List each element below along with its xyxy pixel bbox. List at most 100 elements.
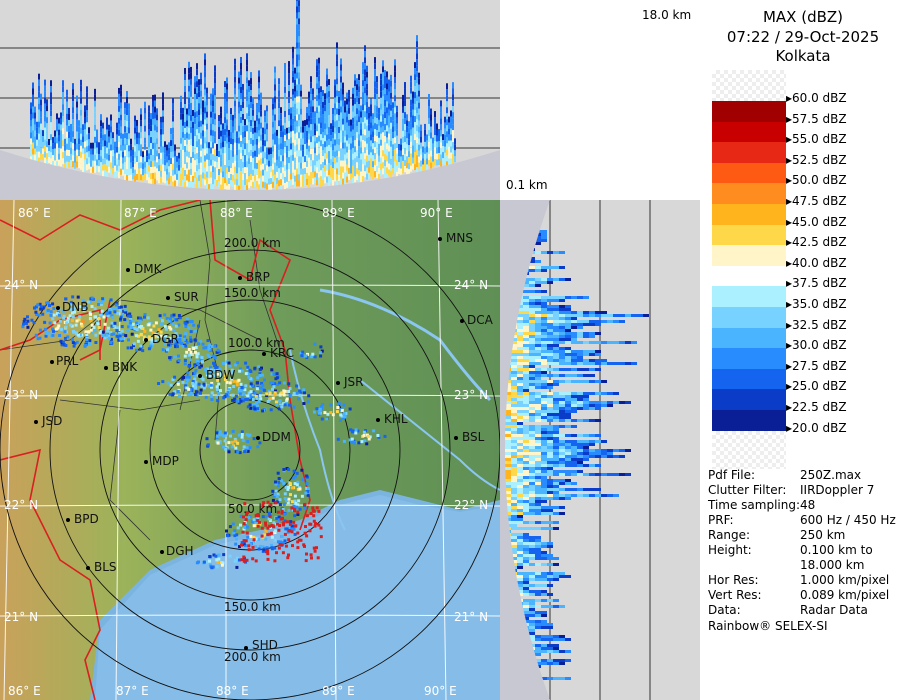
profile-echo <box>322 108 324 115</box>
profile-echo <box>352 159 354 166</box>
radar-echo <box>238 387 242 391</box>
profile-echo <box>358 134 360 141</box>
radar-echo <box>298 389 302 393</box>
profile-echo <box>547 494 553 497</box>
profile-echo <box>380 91 382 98</box>
profile-echo <box>386 107 388 114</box>
profile-echo <box>170 152 172 159</box>
profile-echo <box>505 443 511 446</box>
profile-echo <box>394 107 396 114</box>
profile-echo <box>438 152 440 159</box>
profile-echo <box>244 173 246 180</box>
radar-echo <box>275 376 279 380</box>
profile-echo <box>50 158 52 165</box>
profile-echo <box>422 152 424 159</box>
profile-echo <box>384 142 386 149</box>
profile-echo <box>396 123 398 130</box>
profile-echo <box>529 638 535 641</box>
radar-echo <box>119 317 123 321</box>
profile-echo <box>298 78 300 85</box>
profile-echo <box>138 162 140 169</box>
radar-map[interactable]: 86° E 87° E 88° E 89° E 90° E 86° E 87° … <box>0 200 500 700</box>
profile-echo <box>280 137 282 144</box>
profile-echo <box>444 122 446 129</box>
profile-echo <box>340 106 342 113</box>
radar-echo <box>113 321 117 325</box>
profile-echo <box>517 542 523 545</box>
profile-echo <box>244 143 246 150</box>
profile-echo <box>535 620 541 623</box>
profile-echo <box>535 266 541 269</box>
radar-echo <box>200 384 204 388</box>
profile-echo <box>96 165 98 172</box>
profile-echo <box>288 121 290 128</box>
profile-echo <box>408 127 410 134</box>
profile-echo <box>529 536 535 539</box>
profile-echo <box>523 299 529 302</box>
profile-echo <box>523 575 529 578</box>
profile-echo <box>541 278 547 281</box>
profile-echo <box>607 455 613 458</box>
profile-echo <box>452 148 454 155</box>
profile-echo <box>505 494 511 497</box>
profile-echo <box>547 326 553 329</box>
radar-echo <box>128 318 132 322</box>
profile-echo <box>436 147 438 154</box>
profile-echo <box>601 404 607 407</box>
profile-echo <box>94 142 96 149</box>
profile-echo <box>218 133 220 140</box>
profile-echo <box>36 151 38 158</box>
profile-echo <box>565 416 571 419</box>
profile-echo <box>44 115 46 122</box>
profile-echo <box>553 311 559 314</box>
profile-echo <box>46 147 48 154</box>
profile-echo <box>577 398 583 401</box>
profile-echo <box>170 134 172 141</box>
profile-echo <box>156 132 158 139</box>
profile-echo <box>511 485 517 488</box>
profile-echo <box>140 132 142 139</box>
profile-echo <box>571 350 577 353</box>
profile-echo <box>366 173 368 180</box>
profile-echo <box>80 97 82 104</box>
profile-echo <box>252 151 254 158</box>
profile-echo <box>170 146 172 153</box>
profile-echo <box>360 129 362 136</box>
profile-echo <box>523 350 529 353</box>
profile-echo <box>308 151 310 158</box>
profile-echo <box>559 650 565 653</box>
radar-echo <box>222 361 225 365</box>
profile-echo <box>302 162 304 169</box>
profile-echo <box>541 464 547 467</box>
profile-echo <box>336 78 338 85</box>
profile-echo <box>328 157 330 164</box>
map-canvas[interactable] <box>0 200 500 700</box>
profile-echo <box>296 162 298 169</box>
profile-echo <box>523 290 529 293</box>
radar-echo <box>189 352 193 356</box>
profile-echo <box>442 134 444 141</box>
profile-echo <box>382 114 384 121</box>
profile-echo <box>535 368 541 371</box>
profile-echo <box>523 362 529 365</box>
profile-echo <box>559 404 565 407</box>
profile-echo <box>410 87 412 94</box>
profile-echo <box>274 180 276 187</box>
profile-echo <box>328 91 330 98</box>
profile-echo <box>198 109 200 116</box>
profile-echo <box>194 154 196 161</box>
side-profile-chart <box>500 200 700 700</box>
profile-echo <box>108 124 110 131</box>
radar-echo <box>177 314 181 317</box>
profile-echo <box>198 79 200 86</box>
profile-echo <box>523 317 529 320</box>
profile-echo <box>218 115 220 122</box>
profile-echo <box>589 374 595 377</box>
profile-echo <box>290 179 292 186</box>
profile-echo <box>180 113 182 120</box>
profile-echo <box>523 326 529 329</box>
profile-echo <box>583 446 589 449</box>
profile-echo <box>390 116 392 123</box>
profile-echo <box>274 84 276 91</box>
radar-echo <box>62 309 66 313</box>
